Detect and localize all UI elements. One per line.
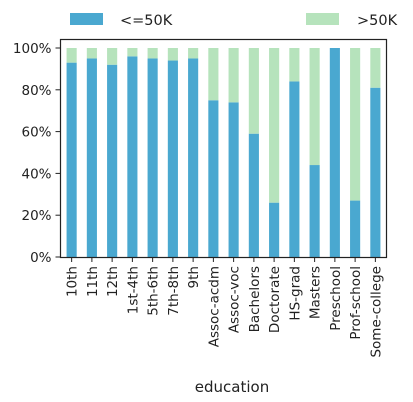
legend: <=50K >50K	[70, 13, 398, 29]
bar-le50k-assoc-voc	[228, 102, 239, 257]
bar-gt50k-hs-grad	[289, 48, 300, 82]
bar-gt50k-masters	[309, 48, 320, 166]
x-tick-label-11th: 11th	[85, 266, 101, 297]
x-tick-label-5th-6th: 5th-6th	[146, 266, 162, 316]
x-tick-label-10th: 10th	[65, 266, 81, 297]
x-tick-label-7th-8th: 7th-8th	[166, 266, 182, 316]
y-tick-label: 100%	[13, 41, 52, 57]
y-tick-label: 80%	[21, 83, 51, 99]
x-tick-label-1st-4th: 1st-4th	[125, 266, 141, 314]
bar-le50k-preschool	[329, 48, 340, 257]
x-tick-label-doctorate: Doctorate	[267, 266, 283, 333]
x-tick-label-assoc-voc: Assoc-voc	[227, 266, 243, 333]
bar-le50k-1st-4th	[127, 56, 138, 257]
bar-le50k-9th	[188, 58, 199, 258]
bar-gt50k-bachelors	[248, 48, 259, 134]
x-tick-label-masters: Masters	[308, 266, 324, 319]
bar-gt50k-assoc-voc	[228, 48, 239, 103]
y-tick-label: 20%	[21, 208, 51, 224]
bar-gt50k-some-college	[370, 48, 381, 88]
plot-frame	[59, 38, 388, 259]
bar-gt50k-prof-school	[350, 48, 361, 201]
x-tick-label-prof-school: Prof-school	[348, 266, 364, 340]
bar-le50k-masters	[309, 165, 320, 257]
bar-gt50k-doctorate	[269, 48, 280, 203]
x-tick-label-some-college: Some-college	[368, 266, 384, 358]
x-tick-label-12th: 12th	[105, 266, 121, 297]
legend-swatch-le50k	[70, 13, 103, 25]
y-tick-label: 60%	[21, 125, 51, 141]
bar-le50k-doctorate	[269, 202, 280, 257]
bar-gt50k-12th	[107, 48, 118, 65]
x-axis-ticks: 10th 11th 12th 1st-4th 5th-6th 7th-8th 9th Asso…	[65, 257, 384, 358]
x-tick-label-hs-grad: HS-grad	[287, 266, 303, 321]
bars-group	[66, 48, 381, 258]
bar-le50k-5th-6th	[147, 58, 158, 258]
bar-le50k-10th	[66, 62, 77, 257]
bar-gt50k-1st-4th	[127, 48, 138, 57]
y-axis-ticks: 0% 20% 40% 60% 80% 100%	[13, 41, 61, 266]
bar-gt50k-5th-6th	[147, 48, 158, 59]
x-tick-label-assoc-acdm: Assoc-acdm	[206, 266, 222, 347]
bar-le50k-bachelors	[248, 133, 259, 257]
bar-le50k-assoc-acdm	[208, 100, 219, 257]
y-tick-label: 40%	[21, 166, 51, 182]
bar-gt50k-10th	[66, 48, 77, 63]
x-axis-label: education	[195, 378, 269, 396]
bar-le50k-12th	[107, 64, 118, 257]
bar-gt50k-9th	[188, 48, 199, 59]
bar-le50k-11th	[86, 58, 97, 258]
legend-swatch-gt50k	[306, 13, 339, 25]
x-tick-label-preschool: Preschool	[328, 266, 344, 331]
bar-le50k-some-college	[370, 87, 381, 258]
x-tick-label-bachelors: Bachelors	[247, 266, 263, 332]
bar-gt50k-7th-8th	[167, 48, 178, 61]
legend-label-gt50k: >50K	[357, 13, 398, 29]
y-tick-label: 0%	[30, 250, 52, 266]
bar-gt50k-assoc-acdm	[208, 48, 219, 101]
bar-le50k-hs-grad	[289, 81, 300, 257]
x-tick-label-9th: 9th	[186, 266, 202, 288]
bar-gt50k-11th	[86, 48, 97, 59]
bar-le50k-7th-8th	[167, 60, 178, 257]
bar-le50k-prof-school	[350, 200, 361, 257]
legend-label-le50k: <=50K	[120, 13, 173, 29]
